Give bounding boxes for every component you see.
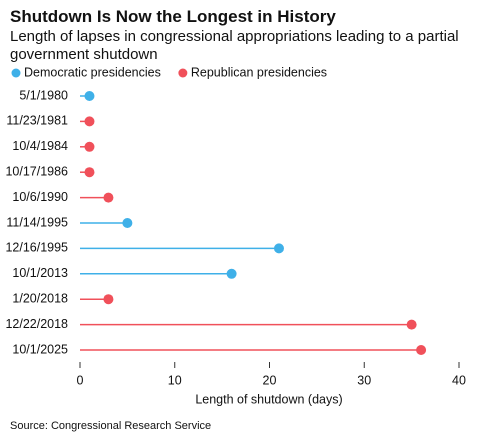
x-axis-label: Length of shutdown (days) bbox=[195, 392, 342, 406]
x-tick-label: 30 bbox=[357, 373, 371, 387]
y-tick-label: 12/16/1995 bbox=[5, 241, 68, 255]
y-tick-label: 12/22/2018 bbox=[5, 317, 68, 331]
dot bbox=[226, 268, 237, 279]
x-tick-label: 0 bbox=[77, 373, 84, 387]
y-tick-label: 11/23/1981 bbox=[6, 114, 68, 128]
legend-label: Republican presidencies bbox=[191, 65, 327, 79]
y-tick-label: 10/6/1990 bbox=[12, 190, 68, 204]
x-tick-label: 40 bbox=[452, 373, 466, 387]
dot bbox=[416, 345, 427, 355]
y-tick-label: 5/1/1980 bbox=[19, 88, 68, 102]
source: Source: Congressional Research Service bbox=[10, 420, 211, 432]
header: Shutdown Is Now the Longest in History L… bbox=[10, 6, 490, 64]
dot bbox=[273, 243, 284, 254]
y-tick-label: 11/14/1995 bbox=[6, 215, 68, 229]
y-tick-label: 10/1/2013 bbox=[12, 266, 68, 280]
dot bbox=[84, 91, 95, 101]
legend-label: Democratic presidencies bbox=[24, 65, 161, 79]
dot bbox=[84, 167, 95, 178]
chart-subtitle: Length of lapses in congressional approp… bbox=[10, 28, 459, 63]
legend-marker bbox=[11, 68, 21, 78]
y-tick-label: 10/4/1984 bbox=[12, 139, 68, 153]
y-tick-label: 10/1/2025 bbox=[12, 342, 68, 356]
y-tick-label: 1/20/2018 bbox=[12, 291, 68, 305]
dot bbox=[103, 192, 114, 203]
x-tick-label: 20 bbox=[263, 373, 277, 387]
y-tick-label: 10/17/1986 bbox=[5, 164, 68, 178]
legend-marker bbox=[178, 68, 188, 78]
dot bbox=[406, 319, 417, 330]
dot bbox=[122, 218, 133, 228]
chart-title: Shutdown Is Now the Longest in History bbox=[10, 7, 336, 26]
dot bbox=[103, 294, 114, 305]
dot bbox=[84, 116, 95, 127]
dot bbox=[84, 141, 95, 152]
x-tick-label: 10 bbox=[168, 373, 182, 387]
